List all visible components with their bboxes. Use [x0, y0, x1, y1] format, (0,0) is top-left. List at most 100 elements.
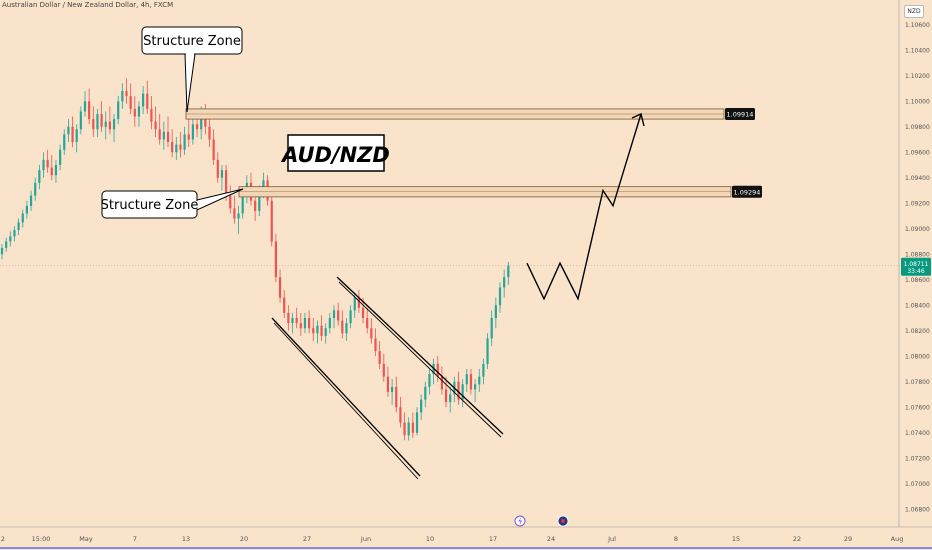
candle	[337, 302, 340, 326]
candle-body	[50, 167, 53, 176]
candle-body	[96, 114, 99, 130]
candle	[9, 231, 12, 247]
candle-body	[349, 310, 352, 324]
candle-body	[378, 351, 381, 364]
candle	[486, 333, 489, 369]
x-tick-label: 10	[426, 535, 434, 543]
candle	[366, 307, 369, 334]
candle-body	[382, 363, 385, 377]
candle-body	[129, 96, 132, 109]
candle-body	[316, 325, 319, 334]
candle	[378, 340, 381, 369]
candle-body	[469, 374, 473, 390]
x-tick-label: 7	[133, 535, 137, 543]
y-tick-label: 1.08600	[905, 277, 930, 284]
candle	[79, 106, 82, 135]
candle	[146, 80, 149, 114]
x-tick-label: 29	[844, 535, 852, 543]
candle-body	[204, 114, 207, 127]
candle-body	[444, 389, 448, 403]
candle-body	[303, 318, 307, 329]
candle-body	[287, 312, 290, 324]
x-tick-label: Jun	[360, 535, 371, 543]
candle	[179, 131, 182, 158]
candle	[137, 101, 141, 127]
candle-body	[92, 119, 95, 130]
lower-zone-price-tag	[732, 185, 762, 198]
candle-body	[270, 200, 273, 242]
candle-body	[436, 363, 439, 377]
candle	[503, 269, 506, 298]
candle	[21, 209, 24, 228]
candle	[328, 312, 331, 334]
candle	[208, 116, 211, 148]
candle	[25, 200, 28, 219]
candle	[457, 371, 460, 405]
candle	[142, 85, 145, 114]
candle	[67, 119, 70, 143]
upper-zone-price-tag	[725, 108, 755, 120]
y-tick-label: 1.10200	[905, 73, 930, 80]
x-tick-label: 24	[547, 535, 555, 543]
candle-body	[420, 399, 423, 413]
candle	[229, 185, 232, 214]
candle-body	[291, 318, 294, 324]
candle	[50, 154, 53, 181]
candle-body	[121, 91, 124, 102]
candle	[291, 312, 294, 334]
channel-lower-line-b	[273, 322, 419, 480]
candle-body	[486, 338, 489, 364]
candle-body	[212, 139, 215, 160]
candle	[395, 376, 398, 413]
candle	[104, 111, 107, 140]
candle-body	[274, 241, 277, 278]
candle	[13, 226, 16, 242]
y-tick-label: 1.10400	[905, 47, 930, 54]
candle-body	[175, 144, 178, 153]
candle-body	[220, 170, 224, 178]
candle	[112, 114, 116, 143]
candle-body	[361, 307, 365, 318]
candle	[507, 261, 510, 285]
channel-lower-line-a	[271, 317, 421, 477]
candle	[283, 289, 286, 318]
candle	[374, 328, 377, 357]
y-tick-label: 1.08200	[905, 328, 930, 335]
candle-body	[237, 213, 240, 219]
candle-body	[38, 170, 41, 183]
lower-zone-price-label: 1.09294	[734, 188, 761, 196]
candle	[96, 108, 99, 137]
y-tick-label: 1.07600	[905, 404, 930, 411]
candle	[324, 323, 327, 344]
candle	[54, 159, 58, 183]
callout-label: Structure Zone	[101, 198, 199, 213]
candle	[469, 369, 473, 395]
candle	[295, 307, 298, 329]
candle	[428, 369, 431, 395]
candle	[133, 96, 136, 127]
candle-body	[13, 230, 16, 237]
candle-body	[146, 93, 149, 109]
candle-body	[162, 131, 165, 140]
candle	[216, 152, 219, 183]
candle-body	[320, 325, 323, 336]
candle-body	[357, 297, 360, 308]
currency-badge[interactable]: NZD	[904, 5, 924, 18]
candle	[320, 315, 323, 341]
candle-body	[258, 190, 261, 211]
candle-body	[75, 129, 78, 143]
candle-body	[490, 318, 493, 339]
candle-body	[225, 170, 228, 196]
candle-body	[142, 93, 145, 107]
candle	[411, 412, 414, 438]
candle-body	[262, 180, 265, 191]
y-tick-label: 1.07400	[905, 430, 930, 437]
candle-body	[474, 384, 477, 390]
candle-body	[54, 165, 58, 176]
candle	[83, 91, 87, 117]
candle-body	[482, 363, 485, 377]
channel-upper-line-b	[338, 281, 502, 438]
candle	[100, 101, 103, 132]
y-tick-label: 1.07000	[905, 481, 930, 488]
